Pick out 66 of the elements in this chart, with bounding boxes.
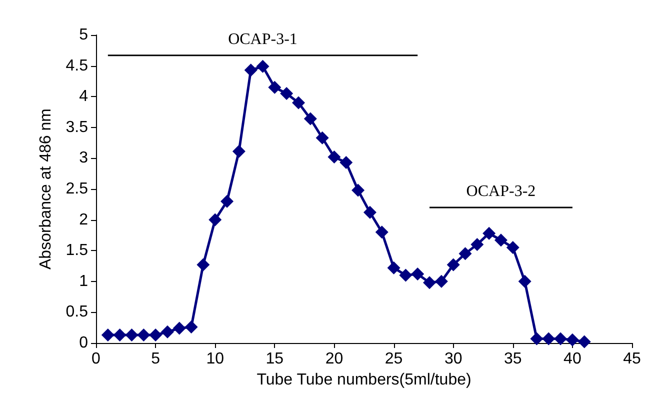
point — [232, 144, 246, 158]
x-tick-label: 25 — [384, 350, 403, 368]
x-tick-label: 10 — [206, 350, 224, 368]
x-tick-label: 30 — [444, 350, 462, 368]
point — [328, 150, 341, 164]
annotation: OCAP-3-2 — [466, 182, 536, 200]
point — [578, 335, 591, 348]
x-tick-label: 5 — [151, 350, 160, 368]
x-tick-label: 20 — [325, 350, 344, 368]
point — [256, 60, 270, 73]
point — [423, 276, 436, 290]
y-tick-label: 5 — [79, 26, 88, 44]
point — [506, 241, 520, 254]
point — [446, 258, 460, 272]
y-tick-label: 0 — [79, 334, 88, 352]
point — [482, 226, 496, 240]
x-tick-label: 40 — [564, 350, 582, 368]
point — [554, 332, 568, 346]
point — [494, 234, 508, 247]
point — [530, 332, 544, 346]
point — [387, 261, 400, 274]
point — [172, 322, 186, 335]
x-tick-label: 0 — [92, 350, 101, 368]
point — [470, 238, 484, 251]
y-tick-label: 1 — [79, 272, 88, 290]
point — [101, 328, 114, 342]
x-tick-label: 45 — [623, 350, 641, 368]
point — [113, 328, 126, 342]
y-tick-label: 1.5 — [66, 242, 88, 260]
point — [220, 194, 234, 208]
y-tick-label: 4 — [79, 88, 88, 106]
point — [458, 247, 472, 260]
point — [184, 320, 198, 334]
point — [196, 258, 210, 272]
point — [566, 333, 579, 346]
annotation: OCAP-3-1 — [228, 30, 298, 48]
x-tick-label: 35 — [504, 350, 522, 368]
y-tick-label: 2 — [79, 211, 88, 228]
x-tick-label: 15 — [266, 350, 284, 368]
point — [208, 213, 222, 226]
point — [542, 332, 556, 346]
point — [125, 328, 138, 342]
y-tick-label: 3.5 — [66, 118, 88, 136]
point — [434, 274, 448, 288]
point — [375, 226, 388, 239]
point — [137, 328, 150, 342]
y-tick-label: 0.5 — [66, 304, 88, 321]
point — [352, 184, 365, 197]
point — [340, 156, 353, 170]
x-axis-title: Tube Tube numbers(5ml/tube) — [256, 371, 472, 388]
point — [363, 206, 376, 219]
point — [399, 268, 412, 282]
point — [280, 87, 294, 100]
point — [292, 96, 305, 110]
point — [244, 64, 258, 77]
y-tick-label: 4.5 — [66, 57, 88, 74]
point — [149, 328, 162, 342]
point — [518, 274, 532, 288]
point — [411, 268, 424, 281]
point — [304, 112, 317, 126]
point — [160, 325, 174, 338]
y-axis-title: Absorbance at 486 nm — [38, 108, 54, 270]
point — [268, 80, 282, 94]
y-tick-label: 2.5 — [66, 180, 88, 198]
point — [316, 131, 329, 144]
y-tick-label: 3 — [79, 150, 88, 167]
